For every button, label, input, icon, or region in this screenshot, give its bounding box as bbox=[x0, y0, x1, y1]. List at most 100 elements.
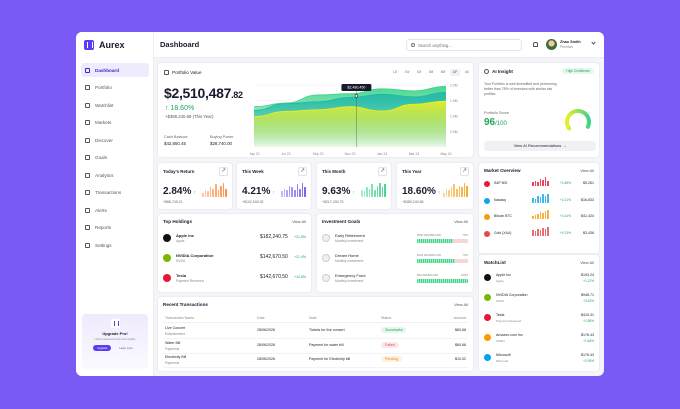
col-note: Note bbox=[309, 316, 317, 320]
goal-row[interactable]: Emergency Fund Monthly investment $30,00… bbox=[322, 271, 468, 287]
stat-sub: +$68,745.21 bbox=[163, 200, 183, 204]
sidebar-item-label: Alerts bbox=[95, 207, 107, 213]
stat-bars bbox=[361, 183, 386, 197]
arrow-up-right-icon[interactable]: ↗ bbox=[298, 167, 307, 176]
sidebar-item-analytics[interactable]: Analytics bbox=[81, 168, 149, 182]
market-bar bbox=[539, 211, 541, 219]
stat-bar bbox=[458, 185, 461, 197]
market-bars bbox=[532, 227, 549, 236]
logo[interactable]: Aurex bbox=[84, 40, 125, 50]
sidebar-item-discover[interactable]: Discover bbox=[81, 133, 149, 147]
watchlist-row[interactable]: Tesla Payment Received $415.31 +1.85% bbox=[484, 311, 594, 327]
holding-row[interactable]: Apple Inc Apple $182,240.75 +21.8% bbox=[163, 231, 306, 247]
sidebar-item-goals[interactable]: Goals bbox=[81, 151, 149, 165]
upgrade-button[interactable]: Upgrade bbox=[93, 345, 112, 351]
market-change: +2.21% bbox=[560, 197, 571, 202]
goal-row[interactable]: Early Retirement Monthly investment $350… bbox=[322, 231, 468, 247]
sidebar-item-label: Settings bbox=[95, 242, 112, 248]
col-name: Transaction Name bbox=[165, 316, 195, 320]
company-logo-icon bbox=[484, 314, 491, 321]
portfolio-title: Portfolio Value bbox=[172, 70, 202, 75]
range-6m[interactable]: 6M bbox=[440, 70, 446, 74]
transactions-header: Transaction Name Date Note Status Amount bbox=[163, 314, 468, 323]
market-bar bbox=[547, 193, 549, 203]
ai-recommendations-button[interactable]: View AI Recommendations → bbox=[484, 141, 596, 151]
search-input[interactable] bbox=[418, 42, 518, 48]
goal-progress-fill bbox=[417, 239, 453, 243]
sidebar-item-portfolio[interactable]: Portfolio bbox=[81, 81, 149, 95]
sidebar-item-alerts[interactable]: Alerts bbox=[81, 203, 149, 217]
stat-card-4: This Year ↗ 18.60% ↑ +$389,240.68 bbox=[396, 162, 474, 210]
transaction-row[interactable]: Live Concert Entertainment 28/06/2026 Ti… bbox=[163, 325, 468, 339]
stat-bar bbox=[207, 191, 209, 197]
stat-bar bbox=[286, 190, 288, 197]
range-3m[interactable]: 3M bbox=[428, 70, 434, 74]
notification-bell-icon[interactable] bbox=[533, 42, 538, 47]
sidebar-item-transactions[interactable]: Transactions bbox=[81, 186, 149, 200]
market-bar bbox=[534, 180, 536, 186]
watchlist-row[interactable]: NVIDIA Corporation NVDA $948.71 +3.42% bbox=[484, 291, 594, 307]
tx-name: Live Concert bbox=[165, 326, 186, 330]
market-view-all[interactable]: View All bbox=[580, 168, 594, 173]
watchlist-row[interactable]: Apple Inc Apple $193.24 +1.12% bbox=[484, 271, 594, 287]
range-all[interactable]: All bbox=[465, 70, 469, 74]
stat-value: 18.60% ↑ bbox=[402, 186, 440, 197]
watch-name: Microsoft bbox=[496, 353, 511, 357]
ai-text: Your Portfolio is well diversified and p… bbox=[484, 82, 557, 96]
holding-name: NVIDIA Corporation bbox=[176, 253, 214, 258]
sidebar-item-markets[interactable]: Markets bbox=[81, 116, 149, 130]
index-logo-icon bbox=[484, 214, 490, 220]
watch-change: +1.64% bbox=[583, 339, 594, 343]
transactions-title: Recent Transactions bbox=[163, 302, 208, 307]
sidebar-item-dashboard[interactable]: Dashboard bbox=[81, 63, 149, 77]
sidebar-item-label: Analytics bbox=[95, 172, 114, 178]
stat-bar bbox=[222, 183, 225, 197]
holding-row[interactable]: NVIDIA Corporation NVDA $142,670.50 +21.… bbox=[163, 251, 306, 267]
market-bar bbox=[534, 198, 536, 203]
market-row[interactable]: Bitcoin BTC +4.14% $41,424 bbox=[484, 210, 594, 228]
range-1y[interactable]: 1Y bbox=[450, 69, 460, 76]
holding-row[interactable]: Tesla Payment Received $142,670.50 +14.8… bbox=[163, 271, 306, 287]
stat-value: 4.21% ↑ bbox=[242, 186, 275, 197]
goals-view-all[interactable]: View All bbox=[454, 219, 468, 224]
transaction-row[interactable]: Water Bill Payments 28/06/2026 Payment f… bbox=[163, 340, 468, 354]
watchlist-row[interactable]: Microsoft Microsoft $176.43 +2.05% bbox=[484, 351, 594, 367]
ai-insight-card: AI Insight High Confidence Your Portfoli… bbox=[478, 62, 600, 158]
range-1w[interactable]: 1W bbox=[404, 70, 410, 74]
arrow-up-right-icon[interactable]: ↗ bbox=[460, 167, 469, 176]
sidebar-item-watchlist[interactable]: Watchlist bbox=[81, 98, 149, 112]
market-bar bbox=[532, 182, 534, 186]
score-gauge bbox=[565, 109, 591, 131]
investment-goals-card: Investment Goals View All Early Retireme… bbox=[316, 213, 474, 293]
market-bar bbox=[539, 178, 541, 186]
market-name: Gold (XAU) bbox=[494, 230, 512, 235]
chevron-down-icon[interactable] bbox=[591, 40, 596, 45]
market-row[interactable]: Nasdaq +2.21% $16,833 bbox=[484, 193, 594, 212]
portfolio-change-sub: +$389,240.68 (This Year) bbox=[165, 114, 214, 119]
app-window: Aurex Dashboard Portfolio Watchlist Markets… bbox=[76, 32, 604, 376]
avatar[interactable] bbox=[546, 39, 557, 50]
watchlist-row[interactable]: Amazon.com Inc AMZN $176.43 +1.64% bbox=[484, 331, 594, 347]
holdings-view-all[interactable]: View All bbox=[292, 219, 306, 224]
goal-amount: $30,000/$30,000 bbox=[417, 273, 438, 277]
search-box[interactable] bbox=[406, 39, 522, 51]
stat-sub: +$217,430.75 bbox=[322, 200, 344, 204]
sidebar-item-reports[interactable]: Reports bbox=[81, 221, 149, 235]
arrow-up-right-icon[interactable]: ↗ bbox=[219, 167, 228, 176]
stat-bar bbox=[225, 188, 227, 197]
range-1m[interactable]: 1M bbox=[416, 70, 422, 74]
tx-date: 28/06/2026 bbox=[257, 357, 275, 361]
goal-row[interactable]: Dream Home Monthly investment $150,000/$… bbox=[322, 251, 468, 267]
watchlist-view-all[interactable]: View All bbox=[580, 260, 594, 265]
market-value: $41,424 bbox=[581, 214, 594, 218]
arrow-up-right-icon[interactable]: ↗ bbox=[378, 167, 387, 176]
market-row[interactable]: Gold (XAU) +0.74% $3,436 bbox=[484, 227, 594, 245]
stat-bar bbox=[381, 187, 384, 197]
learn-more-button[interactable]: Learn more bbox=[119, 346, 133, 350]
sidebar-item-settings[interactable]: Settings bbox=[81, 238, 149, 252]
range-1d[interactable]: 1D bbox=[392, 70, 398, 74]
holding-ticker: Apple bbox=[176, 239, 185, 243]
market-row[interactable]: S&P 500 +1.85% $5,261 bbox=[484, 177, 594, 195]
transaction-row[interactable]: Electricity Bill Payments 28/06/2026 Pay… bbox=[163, 354, 468, 368]
transactions-view-all[interactable]: View All bbox=[454, 302, 468, 307]
